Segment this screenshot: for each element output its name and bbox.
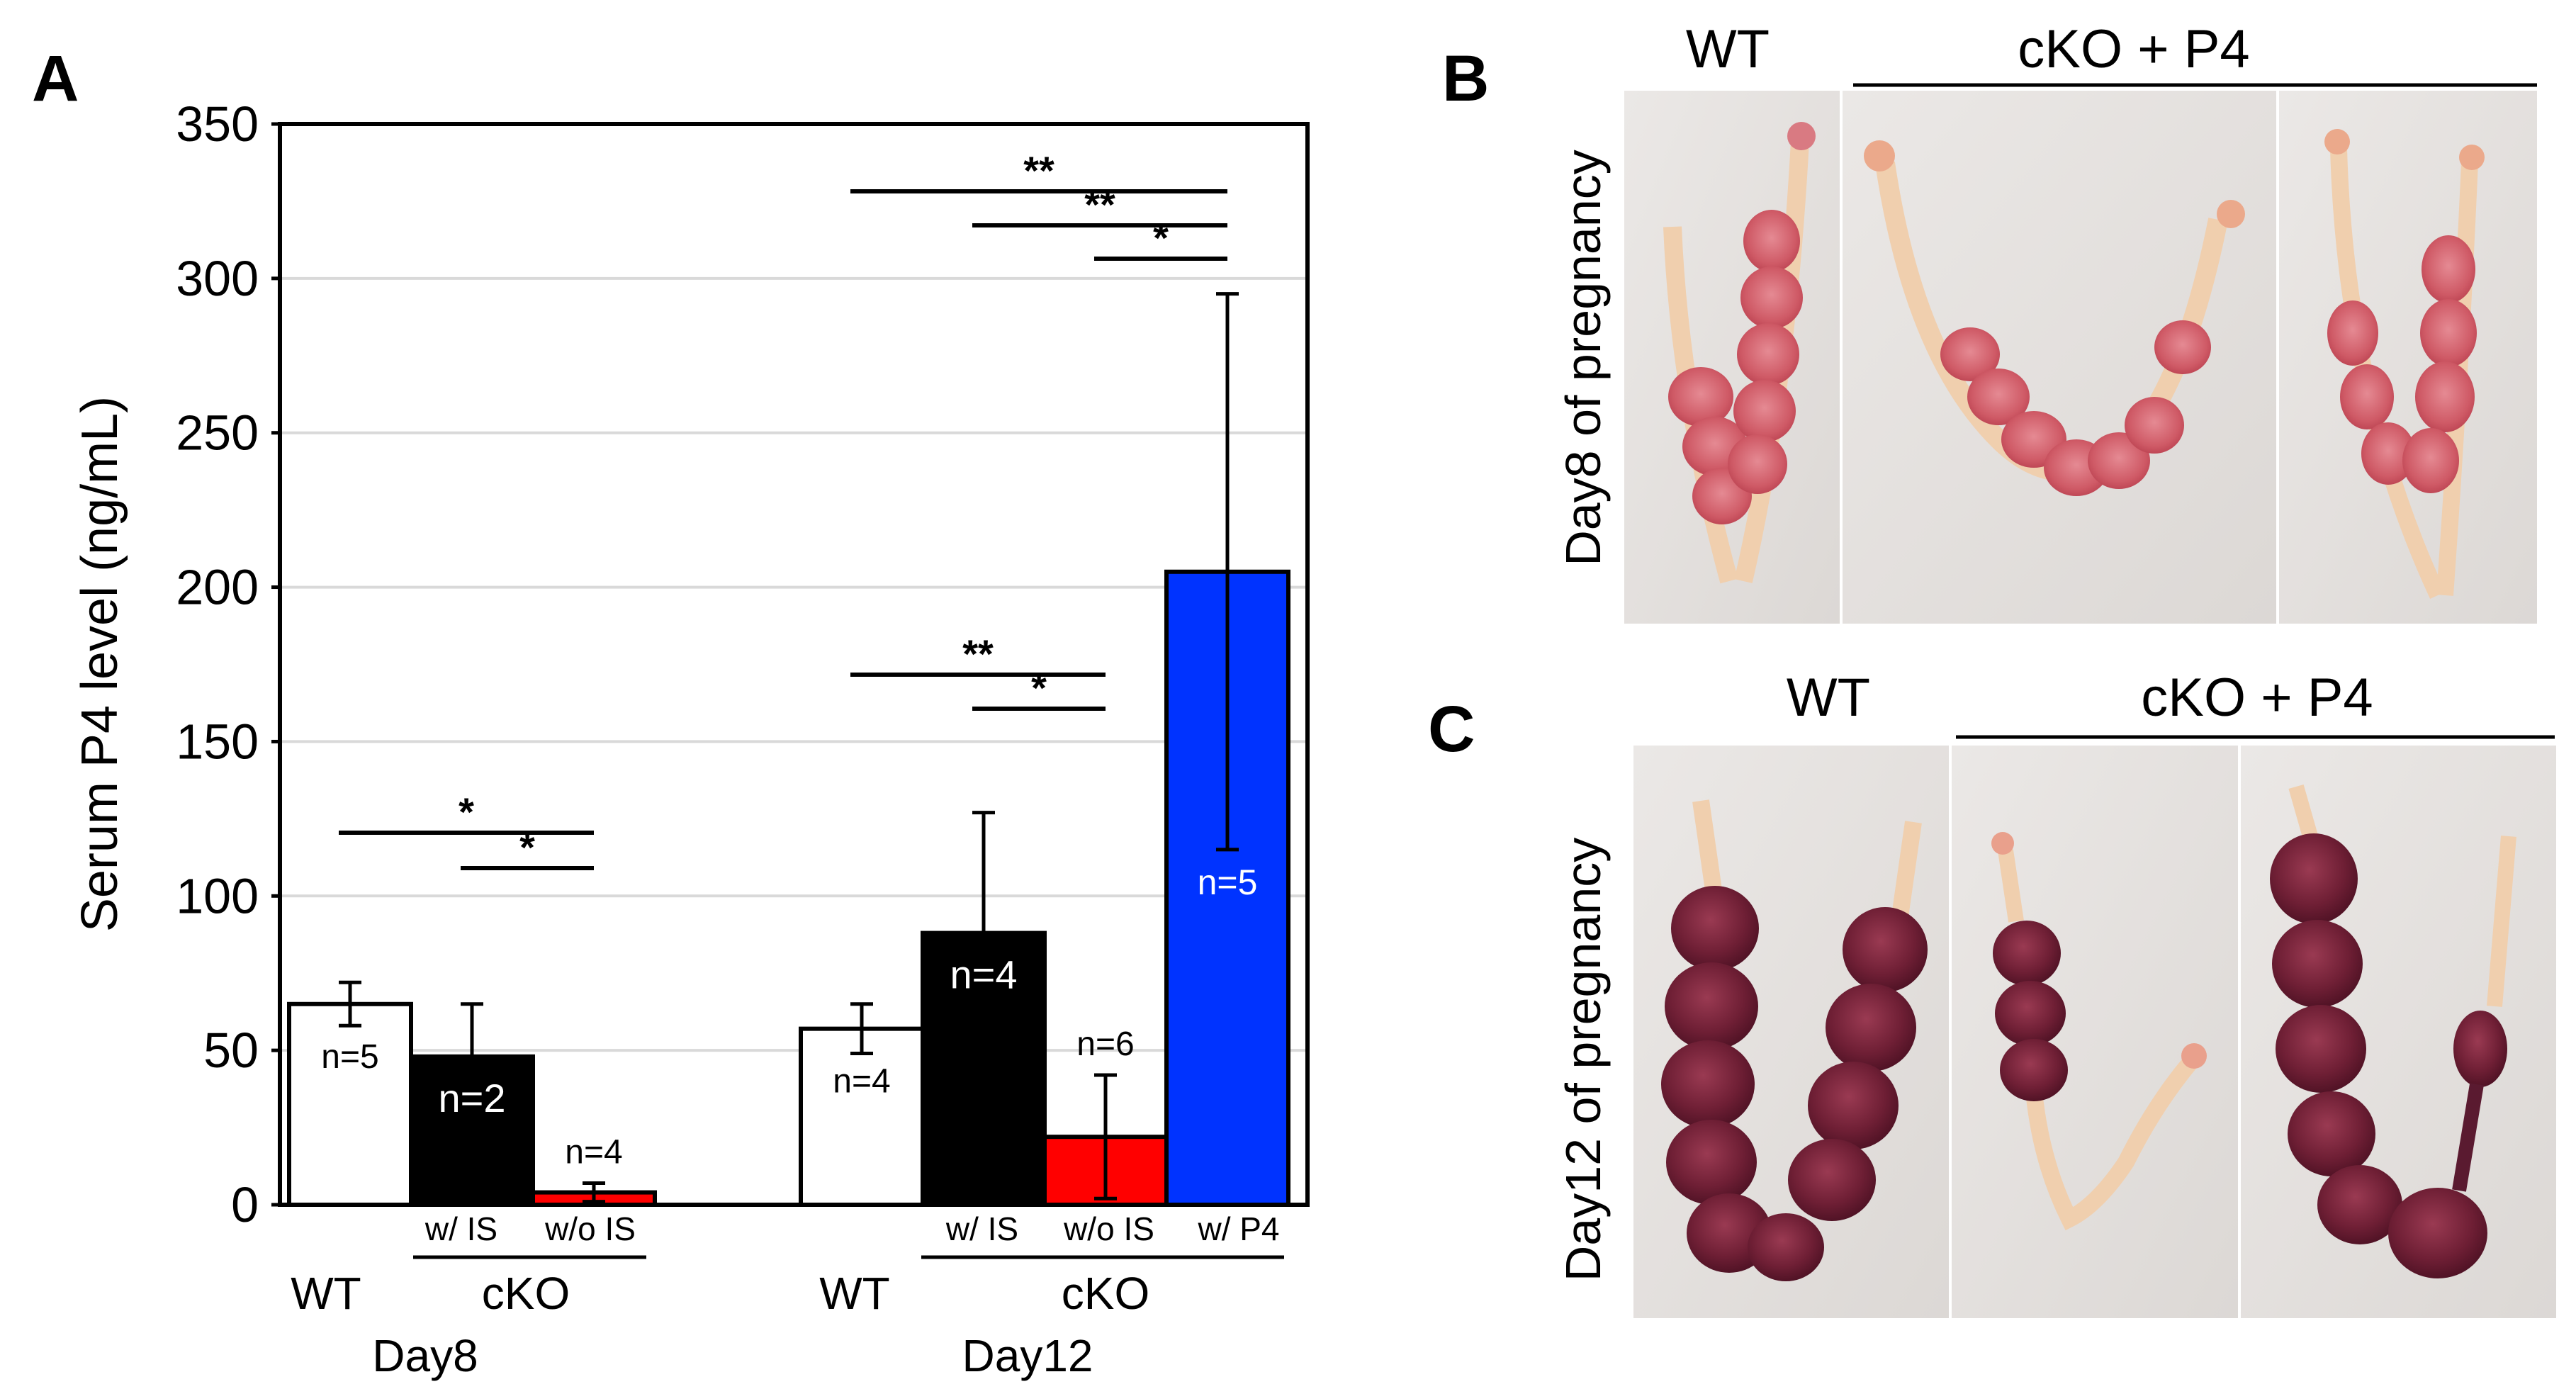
error-bar [339, 980, 361, 1028]
significance-bracket: * [1094, 215, 1227, 261]
error-bar [583, 1181, 605, 1204]
y-tick-label: 350 [176, 96, 259, 152]
significance-bracket: * [972, 665, 1106, 711]
significance-label: ** [962, 631, 994, 676]
plot-frame [278, 122, 1310, 1207]
uterus-c-wt [1661, 799, 1928, 1281]
day12-sub-label-no-is: w/o IS [1063, 1210, 1154, 1247]
n-label: n=4 [833, 1063, 890, 1101]
n-labels: n=5 n=2 n=4 n=4 n=4 n=6 n=5 [321, 862, 1257, 1171]
day12-sub-label-p4: w/ P4 [1197, 1210, 1279, 1247]
day8-cko-label: cKO [482, 1268, 570, 1319]
gridlines [282, 276, 1305, 1052]
day12-label: Day12 [962, 1330, 1093, 1381]
uterus-c-cko-1 [1991, 832, 2207, 1231]
n-label: n=5 [321, 1038, 378, 1076]
panel-b-cko-label: cKO + P4 [2018, 19, 2249, 79]
day8-wt-label: WT [291, 1268, 361, 1319]
panel-label-b: B [1442, 43, 1489, 115]
n-label: n=2 [439, 1076, 506, 1120]
y-tick-label: 250 [176, 405, 259, 461]
day12-sub-label-is: w/ IS [945, 1210, 1018, 1247]
bar-day8-wt [287, 1001, 413, 1208]
y-tick-label: 150 [176, 714, 259, 769]
significance-label: * [1153, 215, 1169, 260]
error-bar [461, 1002, 483, 1111]
significance-label: * [519, 825, 535, 870]
significance-label: * [459, 789, 474, 834]
n-label: n=5 [1198, 862, 1258, 902]
day12-wt-label: WT [819, 1268, 890, 1319]
significance-brackets: ********** [339, 148, 1227, 870]
significance-label: ** [1023, 148, 1054, 193]
panel-c-photos [1633, 746, 2556, 1318]
error-bar [850, 1002, 873, 1055]
y-tick-label: 50 [203, 1023, 259, 1078]
panel-c-cko-label: cKO + P4 [2141, 668, 2373, 728]
y-axis-label: Serum P4 level (ng/mL) [72, 396, 128, 932]
panel-label-a: A [32, 43, 79, 115]
uterus-b-cko-2 [2324, 129, 2485, 600]
n-label: n=4 [950, 952, 1018, 997]
y-tick-label: 0 [231, 1177, 259, 1232]
photo-c-cko-1 [1952, 746, 2238, 1318]
photo-b-cko-1 [1843, 91, 2276, 624]
significance-label: * [1031, 665, 1047, 710]
error-bar [972, 811, 995, 1055]
significance-bracket: ** [850, 148, 1227, 193]
uterus-c-cko-2 [2270, 784, 2516, 1278]
significance-bracket: ** [850, 631, 1106, 677]
panel-b-photos [1624, 91, 2537, 624]
significance-bracket: ** [972, 182, 1227, 227]
panel-c-wt-label: WT [1787, 668, 1870, 728]
category-labels: w/ IS w/o IS WT cKO Day8 w/ IS w/o IS w/… [291, 1210, 1284, 1381]
day8-sub-label-is: w/ IS [424, 1210, 497, 1247]
y-tick-label: 200 [176, 560, 259, 615]
n-label: n=4 [565, 1134, 622, 1171]
panel-c-row-label: Day12 of pregnancy [1556, 838, 1611, 1282]
panel-b-row-label: Day8 of pregnancy [1556, 150, 1611, 566]
significance-bracket: * [461, 825, 594, 870]
panel-b-wt-label: WT [1686, 19, 1770, 79]
panel-label-c: C [1428, 693, 1475, 765]
error-bars [339, 292, 1239, 1204]
day12-cko-label: cKO [1062, 1268, 1149, 1319]
uterus-b-cko-1 [1864, 140, 2245, 496]
significance-label: ** [1084, 182, 1115, 227]
day8-sub-label-no-is: w/o IS [544, 1210, 636, 1247]
error-bar [1094, 1073, 1117, 1200]
y-tick-label: 100 [176, 868, 259, 923]
y-tick-label: 300 [176, 251, 259, 306]
error-bar [1216, 292, 1239, 852]
uterus-b-wt [1663, 122, 1816, 584]
y-axis-ticks: 0 50 100 150 200 250 300 350 [176, 96, 280, 1232]
day8-label: Day8 [372, 1330, 478, 1381]
significance-bracket: * [339, 789, 594, 835]
n-label: n=6 [1076, 1025, 1134, 1063]
